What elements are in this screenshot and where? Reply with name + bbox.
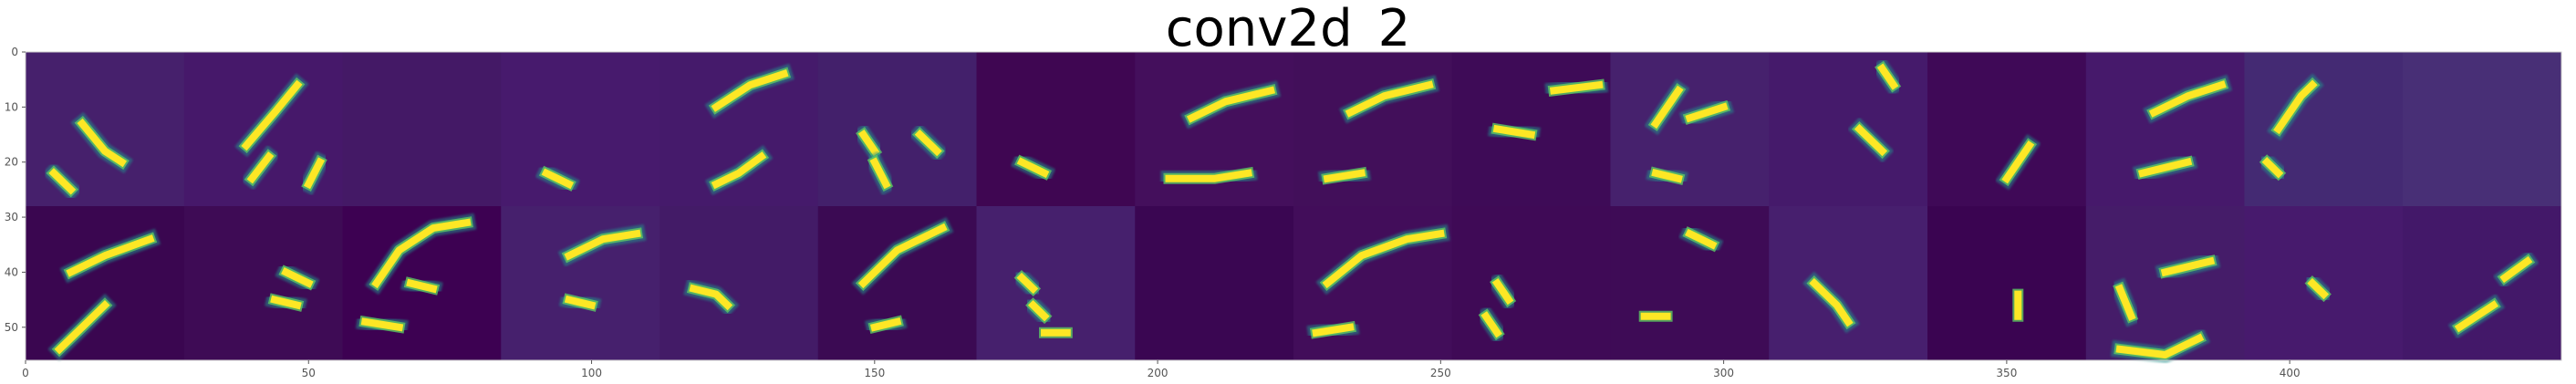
feature-map-tile [660,206,819,361]
chart-title: conv2d_2 [1165,0,1411,58]
activation-stroke [406,278,438,294]
activation-stroke [54,299,110,355]
y-tick-label: 40 [5,265,18,278]
activation-stroke [2273,79,2318,135]
x-tick-label: 350 [1996,367,2017,379]
activation-stroke [914,129,942,157]
feature-map-tile [817,52,977,207]
activation-stroke [270,295,302,310]
feature-map-tile [1610,52,1770,207]
activation-stroke [869,317,902,332]
activation-stroke [1186,86,1276,123]
x-tick-label: 0 [22,367,29,379]
activation-stroke [1491,277,1514,306]
activation-stroke [1854,123,1888,157]
activation-stroke [869,157,891,190]
feature-map-tile [976,52,1136,207]
activation-stroke [1549,80,1604,95]
activation-stroke [1809,277,1854,327]
feature-map-tile [26,52,185,207]
activation-stroke [1480,311,1502,338]
feature-map-tiles [26,52,2562,361]
feature-map-tile [2085,206,2245,361]
x-tick-label: 150 [864,367,885,379]
feature-map-tile [2403,206,2562,361]
y-tick-label: 20 [5,156,18,169]
activation-stroke [1312,323,1355,337]
feature-map-tile [660,52,819,207]
activation-stroke [541,168,575,190]
activation-stroke [246,151,275,184]
x-tick-label: 100 [581,367,602,379]
feature-map-tile [183,206,343,361]
activation-stroke [241,79,303,151]
activation-stroke [1016,272,1039,295]
activation-stroke [2137,157,2193,178]
activation-stroke [2261,157,2284,179]
activation-stroke [564,229,641,261]
activation-stroke [371,218,472,289]
activation-stroke [281,267,314,288]
activation-stroke [711,69,789,112]
x-tick-label: 300 [1713,367,1734,379]
feature-map-tile [501,52,660,207]
activation-stroke [1165,169,1252,182]
feature-map-tile [1293,52,1453,207]
activation-stroke [1685,102,1729,123]
x-tick-label: 400 [2280,367,2301,379]
feature-map-tile [817,206,977,361]
axes: 0 50 100 150 200 250 300 350 400 0 10 20 30 40 50 [5,46,2562,379]
activation-stroke [1322,229,1445,289]
activation-stroke [711,151,767,190]
activation-stroke [2115,333,2205,358]
activation-stroke [1650,85,1684,130]
feature-map-tile [342,52,502,207]
activation-stroke [857,223,948,289]
activation-stroke [1685,228,1718,250]
activation-stroke [689,284,733,311]
activation-stroke [360,317,404,332]
x-tick-label: 50 [302,367,316,379]
activation-stroke [66,234,155,277]
activation-stroke [1027,299,1050,322]
feature-map-tile [1769,206,1928,361]
activation-stroke [564,295,597,310]
activation-stroke [1323,169,1366,183]
activation-stroke [48,168,77,195]
feature-map-tile [1451,206,1611,361]
activation-stroke [2499,255,2533,284]
x-tick-label: 250 [1430,367,1451,379]
feature-map-tile [1135,206,1294,361]
activation-stroke [2307,277,2330,300]
x-tick-label: 200 [1148,367,1169,379]
feature-map-tile [26,206,185,361]
activation-stroke [1876,63,1899,90]
activation-stroke [1016,157,1050,179]
activation-stroke [1492,124,1536,140]
y-tick-label: 0 [11,46,18,58]
feature-map-tile [2085,52,2245,207]
feature-map-tile [2403,52,2562,207]
activation-stroke [303,157,326,190]
activation-stroke [77,118,128,168]
activation-stroke [1651,168,1683,183]
activation-stroke [2454,300,2499,333]
y-tick-label: 10 [5,100,18,113]
activation-stroke [2114,284,2136,321]
activation-stroke [2160,256,2216,277]
feature-map-tile [1927,206,2087,361]
activation-stroke [2148,80,2227,118]
activation-stroke [2001,140,2035,184]
activation-stroke [1345,80,1434,118]
activation-strokes [42,57,2540,363]
activation-stroke [857,129,880,157]
plot-frame [25,51,2562,361]
y-tick-label: 30 [5,211,18,223]
y-tick-label: 50 [5,321,18,334]
